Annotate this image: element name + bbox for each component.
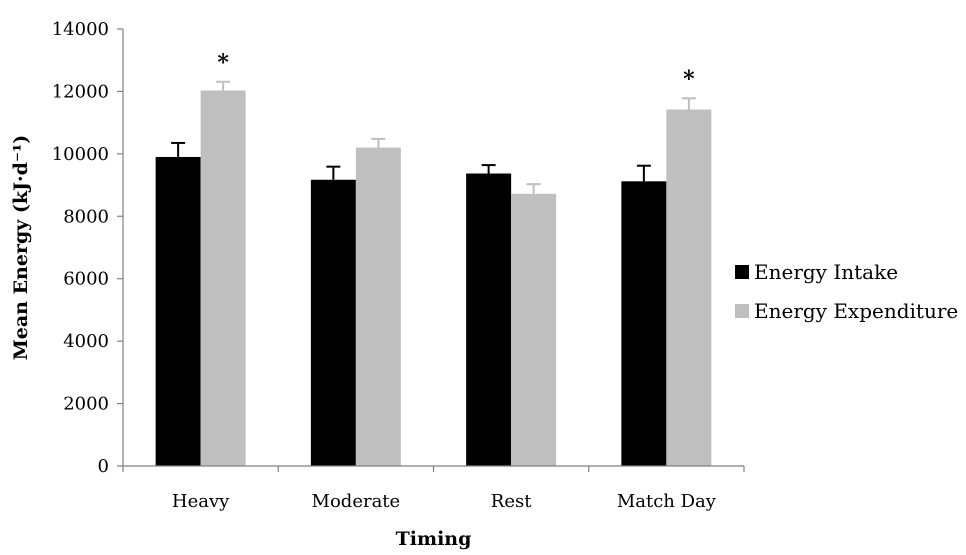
plot-area: ** (155, 50, 712, 467)
x-axis-title: Timing (396, 528, 472, 550)
y-tick-label: 10000 (52, 144, 109, 165)
y-tick-label: 12000 (52, 81, 109, 102)
y-tick-label: 14000 (52, 19, 109, 40)
legend: Energy Intake Energy Expenditure (735, 260, 958, 323)
legend-swatch-energy-intake (735, 265, 749, 279)
legend-label-energy-intake: Energy Intake (754, 260, 898, 284)
y-tick-label: 0 (98, 456, 109, 477)
y-tick-label: 4000 (63, 331, 109, 352)
x-tick-label: Rest (491, 491, 532, 512)
bar-energy-intake (155, 156, 201, 466)
y-axis-title: Mean Energy (kJ·d⁻¹) (10, 135, 32, 361)
bar-energy-intake (621, 181, 667, 466)
bar-energy-expenditure (200, 90, 246, 467)
bar-energy-expenditure (355, 147, 401, 466)
legend-label-energy-expenditure: Energy Expenditure (754, 299, 958, 323)
x-tick-label: Match Day (617, 491, 717, 512)
bar-energy-expenditure (511, 193, 557, 466)
legend-swatch-energy-expenditure (735, 304, 749, 318)
significance-marker: * (217, 50, 229, 76)
y-tick-label: 6000 (63, 269, 109, 290)
x-tick-label: Heavy (172, 491, 230, 512)
axes: 0 2000 4000 6000 8000 10000 12000 14000 Heavy Mod… (52, 19, 745, 512)
bar-energy-expenditure (666, 109, 712, 466)
significance-marker: * (683, 66, 695, 92)
bar-energy-intake (310, 179, 356, 466)
y-tick-label: 8000 (63, 206, 109, 227)
bar-energy-intake (466, 173, 512, 466)
y-tick-label: 2000 (63, 394, 109, 415)
x-tick-label: Moderate (312, 491, 401, 512)
